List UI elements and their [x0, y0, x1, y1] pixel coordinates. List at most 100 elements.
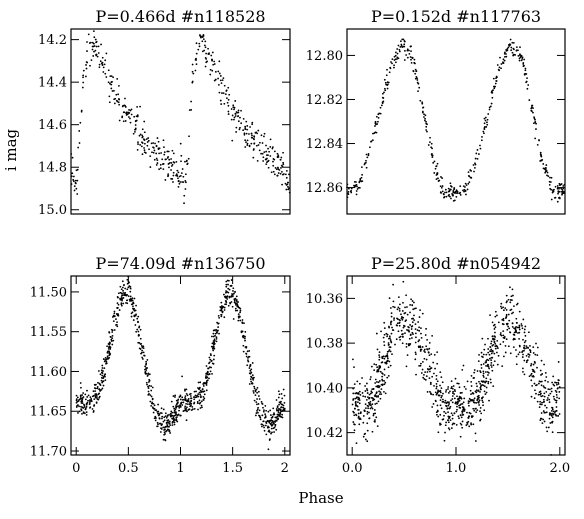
data-point	[461, 368, 464, 371]
data-point	[386, 84, 389, 86]
data-point	[450, 399, 452, 402]
data-point	[227, 113, 230, 115]
data-point	[474, 440, 477, 442]
data-point	[418, 86, 421, 89]
data-point	[223, 306, 226, 309]
data-point	[513, 305, 515, 308]
data-point	[112, 320, 115, 323]
data-point	[277, 172, 280, 174]
data-point	[515, 349, 517, 351]
data-point	[413, 58, 416, 61]
data-point	[260, 425, 263, 428]
data-point	[85, 405, 88, 408]
data-point	[390, 320, 393, 323]
data-point	[109, 335, 112, 338]
y-tick-label: 14.4	[38, 76, 67, 91]
data-point	[195, 42, 198, 45]
data-point	[521, 327, 524, 330]
data-point	[433, 372, 435, 375]
data-point	[135, 115, 138, 118]
data-point	[387, 350, 390, 353]
data-point	[491, 356, 494, 359]
data-point	[546, 430, 549, 433]
data-point	[388, 71, 391, 74]
data-point	[147, 137, 150, 139]
data-point	[523, 331, 526, 334]
data-point	[525, 361, 528, 364]
data-point	[495, 77, 497, 80]
data-point	[355, 414, 358, 417]
data-point	[377, 384, 380, 387]
data-point	[389, 339, 392, 341]
data-point	[483, 132, 485, 135]
data-point	[88, 402, 91, 404]
data-point	[94, 38, 97, 41]
data-point	[371, 139, 374, 142]
data-point	[487, 359, 490, 362]
data-point	[170, 165, 173, 167]
data-point	[467, 417, 470, 419]
data-point	[137, 315, 140, 318]
data-point	[375, 115, 378, 118]
data-point	[143, 149, 146, 152]
data-point	[409, 311, 411, 314]
data-point	[347, 187, 350, 190]
data-point	[264, 158, 267, 161]
panel-title: P=0.152d #n117763	[371, 7, 541, 26]
data-point	[359, 179, 362, 182]
data-point	[81, 402, 84, 404]
data-point	[104, 59, 107, 62]
data-point	[275, 399, 278, 401]
data-point	[400, 43, 403, 46]
data-point	[423, 350, 425, 352]
data-point	[108, 101, 111, 104]
data-point	[540, 412, 543, 414]
data-point	[369, 378, 372, 381]
data-point	[272, 407, 275, 410]
data-point	[346, 183, 349, 186]
data-point	[543, 420, 546, 423]
data-point	[209, 353, 212, 355]
data-point	[80, 386, 82, 389]
data-point	[535, 342, 537, 345]
data-point	[108, 331, 110, 333]
data-point	[404, 320, 407, 323]
data-point	[511, 325, 514, 328]
data-point	[155, 157, 158, 160]
data-point	[409, 343, 412, 345]
data-point	[386, 335, 388, 338]
data-point	[84, 408, 87, 411]
data-point	[249, 378, 252, 381]
data-point	[244, 331, 247, 333]
data-point	[245, 353, 248, 355]
data-point	[150, 142, 153, 145]
data-point	[474, 157, 477, 160]
data-point	[172, 405, 175, 408]
data-point	[493, 352, 496, 355]
data-point	[129, 109, 132, 112]
data-point	[261, 142, 264, 144]
data-point	[385, 362, 388, 365]
data-point	[238, 307, 241, 309]
data-point	[171, 417, 173, 420]
data-point	[178, 396, 181, 398]
data-point	[462, 413, 465, 416]
data-point	[506, 328, 509, 331]
data-point	[78, 398, 80, 401]
data-point	[93, 45, 96, 47]
data-point	[488, 357, 491, 360]
data-point	[190, 404, 192, 407]
data-point	[170, 158, 173, 160]
data-point	[104, 359, 107, 361]
data-point	[256, 398, 258, 400]
data-point	[93, 50, 95, 53]
data-point	[172, 174, 175, 177]
data-point	[255, 144, 258, 147]
panel-title: P=25.80d #n054942	[371, 254, 541, 273]
data-point	[92, 55, 95, 57]
data-point	[90, 399, 93, 402]
data-point	[393, 55, 396, 58]
y-tick-label: 11.50	[30, 285, 67, 300]
data-point	[168, 166, 170, 169]
data-point	[552, 395, 555, 398]
